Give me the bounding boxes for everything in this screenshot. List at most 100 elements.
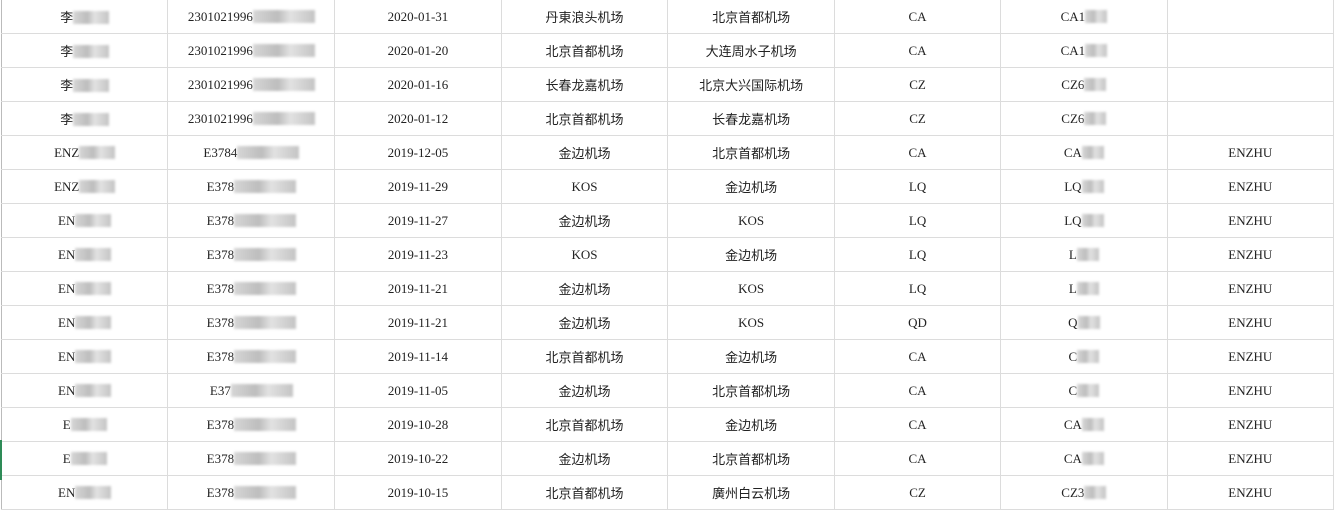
airline-cell[interactable]: CA xyxy=(833,441,1002,476)
airline-cell[interactable]: CA xyxy=(833,407,1002,442)
airline-cell[interactable]: LQ xyxy=(833,169,1002,204)
id-cell[interactable]: E378 xyxy=(167,407,336,442)
name-cell[interactable]: 李 xyxy=(0,101,169,136)
destination-cell[interactable]: 北京首都机场 xyxy=(667,441,835,476)
origin-cell[interactable]: KOS xyxy=(500,169,669,204)
airline-cell[interactable]: CA xyxy=(833,0,1002,34)
id-cell[interactable]: E378 xyxy=(167,339,336,374)
name-cell[interactable]: EN xyxy=(0,237,169,272)
flight-cell[interactable]: C xyxy=(1000,373,1168,408)
airline-cell[interactable]: CZ xyxy=(833,101,1002,136)
id-cell[interactable]: E378 xyxy=(167,169,336,204)
date-cell[interactable]: 2019-10-28 xyxy=(334,407,502,442)
name-cell[interactable]: EN xyxy=(0,339,169,374)
destination-cell[interactable]: 金边机场 xyxy=(667,237,835,272)
date-cell[interactable]: 2019-12-05 xyxy=(334,135,502,170)
airline-cell[interactable]: CA xyxy=(833,33,1002,68)
name-cell[interactable]: ENZ xyxy=(0,135,169,170)
origin-cell[interactable]: 北京首都机场 xyxy=(500,407,669,442)
destination-cell[interactable]: KOS xyxy=(667,203,835,238)
origin-cell[interactable]: 金边机场 xyxy=(500,305,669,340)
date-cell[interactable]: 2019-11-29 xyxy=(334,169,502,204)
destination-cell[interactable]: KOS xyxy=(667,271,835,306)
passenger-cell[interactable]: ENZHU xyxy=(1166,169,1334,204)
flight-cell[interactable]: C xyxy=(1000,339,1168,374)
date-cell[interactable]: 2020-01-12 xyxy=(334,101,502,136)
passenger-cell[interactable]: ENZHU xyxy=(1166,373,1334,408)
id-cell[interactable]: 2301021996 xyxy=(167,67,336,102)
origin-cell[interactable]: 北京首都机场 xyxy=(500,475,669,510)
date-cell[interactable]: 2020-01-16 xyxy=(334,67,502,102)
passenger-cell[interactable]: ENZHU xyxy=(1166,407,1334,442)
origin-cell[interactable]: 北京首都机场 xyxy=(500,33,669,68)
origin-cell[interactable]: 北京首都机场 xyxy=(500,101,669,136)
name-cell[interactable]: EN xyxy=(0,305,169,340)
name-cell[interactable]: 李 xyxy=(0,0,169,34)
origin-cell[interactable]: 金边机场 xyxy=(500,271,669,306)
destination-cell[interactable]: 金边机场 xyxy=(667,407,835,442)
passenger-cell[interactable]: ENZHU xyxy=(1166,237,1334,272)
airline-cell[interactable]: CA xyxy=(833,339,1002,374)
flight-cell[interactable]: CA xyxy=(1000,407,1168,442)
name-cell[interactable]: EN xyxy=(0,203,169,238)
date-cell[interactable]: 2019-11-27 xyxy=(334,203,502,238)
id-cell[interactable]: E378 xyxy=(167,271,336,306)
id-cell[interactable]: E3784 xyxy=(167,135,336,170)
origin-cell[interactable]: 金边机场 xyxy=(500,135,669,170)
id-cell[interactable]: E37 xyxy=(167,373,336,408)
passenger-cell[interactable] xyxy=(1166,33,1334,68)
flight-cell[interactable]: CA xyxy=(1000,441,1168,476)
destination-cell[interactable]: 金边机场 xyxy=(667,339,835,374)
flight-cell[interactable]: LQ xyxy=(1000,203,1168,238)
name-cell[interactable]: EN xyxy=(0,475,169,510)
date-cell[interactable]: 2019-10-22 xyxy=(334,441,502,476)
airline-cell[interactable]: CA xyxy=(833,373,1002,408)
origin-cell[interactable]: 长春龙嘉机场 xyxy=(500,67,669,102)
origin-cell[interactable]: 金边机场 xyxy=(500,373,669,408)
date-cell[interactable]: 2019-11-21 xyxy=(334,305,502,340)
id-cell[interactable]: E378 xyxy=(167,305,336,340)
airline-cell[interactable]: CZ xyxy=(833,67,1002,102)
origin-cell[interactable]: 金边机场 xyxy=(500,441,669,476)
passenger-cell[interactable]: ENZHU xyxy=(1166,441,1334,476)
name-cell[interactable]: EN xyxy=(0,373,169,408)
date-cell[interactable]: 2019-11-21 xyxy=(334,271,502,306)
airline-cell[interactable]: LQ xyxy=(833,203,1002,238)
origin-cell[interactable]: 丹東浪头机场 xyxy=(500,0,669,34)
airline-cell[interactable]: QD xyxy=(833,305,1002,340)
origin-cell[interactable]: 金边机场 xyxy=(500,203,669,238)
destination-cell[interactable]: 廣州白云机场 xyxy=(667,475,835,510)
flight-cell[interactable]: L xyxy=(1000,271,1168,306)
flight-cell[interactable]: CZ3 xyxy=(1000,475,1168,510)
id-cell[interactable]: E378 xyxy=(167,475,336,510)
passenger-cell[interactable]: ENZHU xyxy=(1166,305,1334,340)
flight-cell[interactable]: CZ6 xyxy=(1000,67,1168,102)
destination-cell[interactable]: KOS xyxy=(667,305,835,340)
date-cell[interactable]: 2019-11-05 xyxy=(334,373,502,408)
origin-cell[interactable]: 北京首都机场 xyxy=(500,339,669,374)
name-cell[interactable]: E xyxy=(0,441,169,476)
passenger-cell[interactable]: ENZHU xyxy=(1166,339,1334,374)
name-cell[interactable]: ENZ xyxy=(0,169,169,204)
flight-cell[interactable]: CA xyxy=(1000,135,1168,170)
passenger-cell[interactable]: ENZHU xyxy=(1166,271,1334,306)
name-cell[interactable]: E xyxy=(0,407,169,442)
destination-cell[interactable]: 北京首都机场 xyxy=(667,0,835,34)
airline-cell[interactable]: CA xyxy=(833,135,1002,170)
flight-cell[interactable]: CA1 xyxy=(1000,0,1168,34)
passenger-cell[interactable]: ENZHU xyxy=(1166,203,1334,238)
destination-cell[interactable]: 北京首都机场 xyxy=(667,373,835,408)
name-cell[interactable]: 李 xyxy=(0,67,169,102)
id-cell[interactable]: 2301021996 xyxy=(167,0,336,34)
name-cell[interactable]: 李 xyxy=(0,33,169,68)
flight-cell[interactable]: Q xyxy=(1000,305,1168,340)
passenger-cell[interactable] xyxy=(1166,67,1334,102)
destination-cell[interactable]: 金边机场 xyxy=(667,169,835,204)
name-cell[interactable]: EN xyxy=(0,271,169,306)
passenger-cell[interactable] xyxy=(1166,101,1334,136)
flight-cell[interactable]: CA1 xyxy=(1000,33,1168,68)
destination-cell[interactable]: 大连周水子机场 xyxy=(667,33,835,68)
airline-cell[interactable]: CZ xyxy=(833,475,1002,510)
flight-cell[interactable]: CZ6 xyxy=(1000,101,1168,136)
flight-cell[interactable]: LQ xyxy=(1000,169,1168,204)
